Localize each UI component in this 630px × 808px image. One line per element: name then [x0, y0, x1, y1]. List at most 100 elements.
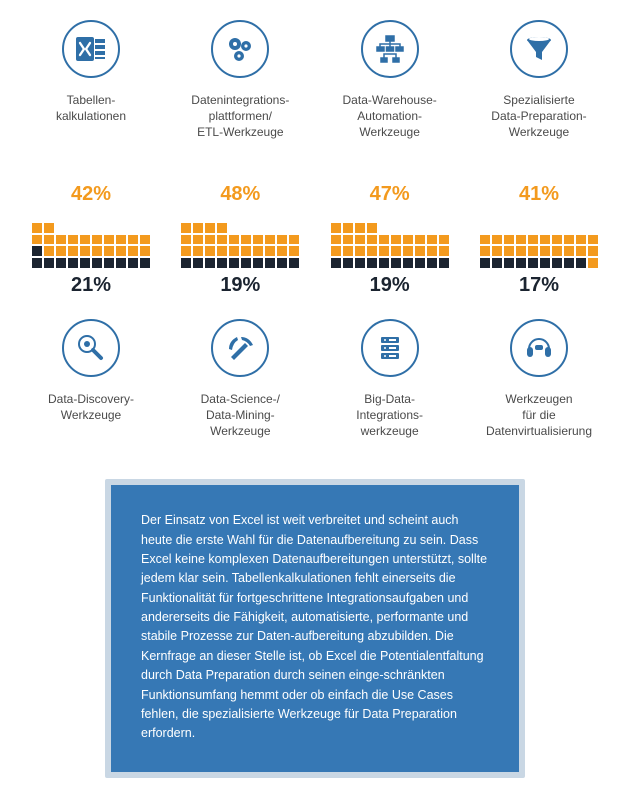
- grid-square: [439, 258, 449, 268]
- grid-square: [205, 246, 215, 256]
- grid-square: [588, 246, 598, 256]
- grid-square: [480, 246, 490, 256]
- grid-square: [140, 212, 150, 222]
- grid-square: [439, 223, 449, 233]
- chart-bottom-pct: 17%: [480, 274, 598, 297]
- grid-square: [128, 223, 138, 233]
- grid-square: [403, 212, 413, 222]
- grid-square: [415, 246, 425, 256]
- grid-square: [331, 223, 341, 233]
- grid-square: [439, 246, 449, 256]
- grid-square: [427, 223, 437, 233]
- grid-square: [265, 212, 275, 222]
- grid-square: [116, 235, 126, 245]
- tool-cell: Big-Data-Integrations-werkzeuge: [323, 319, 457, 440]
- chart-grid: [32, 212, 150, 268]
- tool-cell: Data-Science-/Data-Mining-Werkzeuge: [173, 319, 307, 440]
- grid-square: [439, 212, 449, 222]
- grid-square: [576, 235, 586, 245]
- tool-label: Data-Warehouse-Automation-Werkzeuge: [343, 92, 437, 141]
- grid-square: [229, 223, 239, 233]
- servers-icon: [361, 319, 419, 377]
- grid-square: [217, 246, 227, 256]
- grid-square: [104, 258, 114, 268]
- grid-square: [265, 246, 275, 256]
- grid-square: [217, 235, 227, 245]
- chart-top-pct: 41%: [480, 183, 598, 206]
- grid-square: [241, 258, 251, 268]
- tool-label: Tabellen-kalkulationen: [56, 92, 126, 124]
- icon-row-2: Data-Discovery-Werkzeuge Data-Science-/D…: [24, 319, 606, 440]
- grid-square: [241, 223, 251, 233]
- grid-square: [68, 235, 78, 245]
- grid-square: [355, 212, 365, 222]
- grid-square: [564, 235, 574, 245]
- chart-top-pct: 42%: [32, 183, 150, 206]
- grid-square: [253, 246, 263, 256]
- grid-square: [205, 258, 215, 268]
- tool-label: Werkzeugenfür dieDatenvirtualisierung: [486, 391, 592, 440]
- grid-square: [116, 258, 126, 268]
- grid-square: [44, 235, 54, 245]
- grid-square: [140, 235, 150, 245]
- grid-square: [265, 235, 275, 245]
- grid-square: [44, 212, 54, 222]
- grid-square: [80, 258, 90, 268]
- chart-cell: 42% 21%: [24, 177, 158, 301]
- tool-label: Datenintegrations-plattformen/ETL-Werkze…: [191, 92, 289, 141]
- grid-square: [516, 235, 526, 245]
- grid-square: [289, 212, 299, 222]
- grid-square: [289, 246, 299, 256]
- grid-square: [492, 212, 502, 222]
- tool-cell: Werkzeugenfür dieDatenvirtualisierung: [472, 319, 606, 440]
- tool-cell: Datenintegrations-plattformen/ETL-Werkze…: [173, 20, 307, 141]
- grid-square: [217, 223, 227, 233]
- grid-square: [56, 258, 66, 268]
- grid-square: [427, 235, 437, 245]
- grid-square: [80, 246, 90, 256]
- grid-square: [367, 212, 377, 222]
- grid-square: [588, 223, 598, 233]
- grid-square: [241, 235, 251, 245]
- grid-square: [277, 212, 287, 222]
- grid-square: [403, 258, 413, 268]
- grid-square: [331, 258, 341, 268]
- grid-square: [564, 246, 574, 256]
- grid-square: [492, 223, 502, 233]
- grid-square: [391, 223, 401, 233]
- gears-icon: [211, 20, 269, 78]
- grid-square: [104, 246, 114, 256]
- grid-square: [331, 246, 341, 256]
- grid-square: [253, 258, 263, 268]
- grid-square: [229, 212, 239, 222]
- grid-square: [104, 235, 114, 245]
- grid-square: [104, 212, 114, 222]
- magnifier-icon: [62, 319, 120, 377]
- callout-body: Der Einsatz von Excel ist weit verbreite…: [111, 485, 519, 772]
- grid-square: [193, 258, 203, 268]
- grid-square: [56, 246, 66, 256]
- grid-square: [415, 212, 425, 222]
- chart-cell: 47% 19%: [323, 177, 457, 301]
- grid-square: [379, 235, 389, 245]
- grid-square: [265, 258, 275, 268]
- grid-square: [92, 235, 102, 245]
- grid-square: [367, 258, 377, 268]
- grid-square: [379, 258, 389, 268]
- grid-square: [181, 223, 191, 233]
- grid-square: [193, 235, 203, 245]
- grid-square: [492, 235, 502, 245]
- grid-square: [516, 258, 526, 268]
- grid-square: [367, 223, 377, 233]
- grid-square: [552, 246, 562, 256]
- grid-square: [516, 212, 526, 222]
- grid-square: [289, 258, 299, 268]
- grid-square: [116, 246, 126, 256]
- grid-square: [540, 246, 550, 256]
- grid-square: [80, 223, 90, 233]
- grid-square: [56, 223, 66, 233]
- tool-label: Data-Discovery-Werkzeuge: [48, 391, 134, 423]
- grid-square: [403, 223, 413, 233]
- grid-square: [528, 212, 538, 222]
- funnel-icon: [510, 20, 568, 78]
